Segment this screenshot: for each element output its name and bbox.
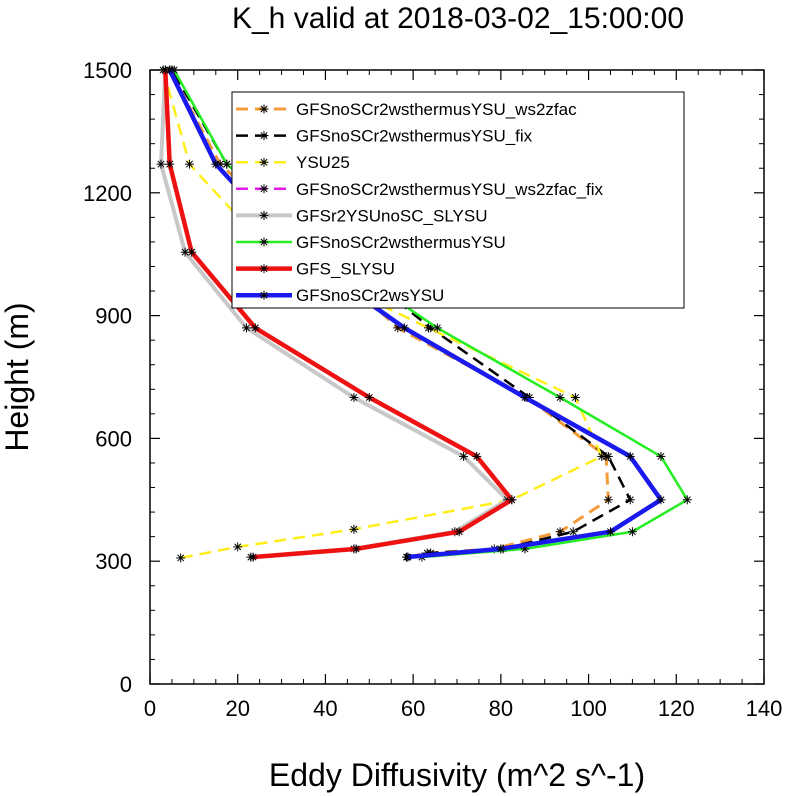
- y-tick-label: 300: [95, 549, 132, 574]
- data-point: [625, 451, 635, 461]
- x-tick-label: 100: [570, 696, 607, 721]
- data-point: [165, 159, 175, 169]
- data-point: [165, 65, 175, 75]
- data-point: [472, 451, 482, 461]
- legend-item: GFSnoSCr2wsYSU: [236, 286, 444, 305]
- data-point: [187, 247, 197, 257]
- legend-item: GFSnoSCr2wsthermusYSU_ws2zfac: [236, 100, 577, 119]
- x-tick-label: 0: [144, 696, 156, 721]
- data-point: [496, 544, 506, 554]
- y-tick-label: 1200: [83, 181, 132, 206]
- data-point: [627, 527, 637, 537]
- data-point: [250, 323, 260, 333]
- legend-label: GFSr2YSUnoSC_SLYSU: [296, 206, 487, 225]
- data-point: [241, 323, 251, 333]
- data-point: [454, 527, 464, 537]
- data-point: [507, 495, 517, 505]
- y-tick-label: 900: [95, 304, 132, 329]
- data-point: [222, 159, 232, 169]
- legend-label: GFSnoSCr2wsthermusYSU: [296, 233, 506, 252]
- data-point: [603, 495, 613, 505]
- legend-item: GFSnoSCr2wsthermusYSU_fix: [236, 127, 533, 146]
- data-point: [656, 451, 666, 461]
- data-point: [399, 323, 409, 333]
- data-point: [351, 544, 361, 554]
- legend-item: YSU25: [236, 153, 350, 172]
- data-point: [568, 527, 578, 537]
- legend-marker: [259, 157, 269, 167]
- data-point: [423, 323, 433, 333]
- data-point: [625, 495, 635, 505]
- legend-label: YSU25: [296, 153, 350, 172]
- legend-label: GFS_SLYSU: [296, 260, 395, 279]
- y-axis-label: Height (m): [0, 302, 35, 451]
- legend-item: GFSr2YSUnoSC_SLYSU: [236, 206, 487, 225]
- data-point: [459, 451, 469, 461]
- data-point: [184, 159, 194, 169]
- data-point: [597, 451, 607, 461]
- x-axis: 0 20 40 60 80 100 120 140: [144, 70, 782, 721]
- data-point: [520, 392, 530, 402]
- legend-label: GFSnoSCr2wsthermusYSU_fix: [296, 127, 533, 146]
- x-tick-label: 140: [746, 696, 783, 721]
- series-line: [161, 69, 603, 560]
- legend-marker: [259, 237, 269, 247]
- data-point: [682, 495, 692, 505]
- x-tick-label: 80: [489, 696, 513, 721]
- legend-marker: [259, 210, 269, 220]
- data-point: [364, 392, 374, 402]
- legend-item: GFSnoSCr2wsthermusYSU_ws2zfac_fix: [236, 180, 604, 199]
- legend: GFSnoSCr2wsthermusYSU_ws2zfac GFSnoSCr2ws…: [231, 91, 685, 309]
- x-tick-label: 40: [313, 696, 337, 721]
- y-axis: 0 300 600 900 1200 1500: [83, 58, 764, 697]
- series-line: [163, 69, 515, 560]
- data-point: [402, 552, 412, 562]
- y-tick-label: 0: [120, 672, 132, 697]
- data-point: [248, 552, 258, 562]
- data-point: [349, 524, 359, 534]
- legend-marker: [259, 184, 269, 194]
- y-tick-label: 600: [95, 426, 132, 451]
- legend-marker: [259, 104, 269, 114]
- x-tick-label: 60: [401, 696, 425, 721]
- data-point: [233, 542, 243, 552]
- data-point: [656, 495, 666, 505]
- data-point: [432, 323, 442, 333]
- legend-item: GFSnoSCr2wsthermusYSU: [236, 233, 506, 252]
- legend-label: GFSnoSCr2wsthermusYSU_ws2zfac: [296, 100, 577, 119]
- data-point: [176, 553, 186, 563]
- legend-item: GFS_SLYSU: [236, 260, 395, 279]
- data-point: [349, 392, 359, 402]
- legend-marker: [259, 290, 269, 300]
- data-point: [211, 159, 221, 169]
- series-line: [168, 69, 610, 559]
- legend-label: GFSnoSCr2wsYSU: [296, 286, 444, 305]
- chart-title: K_h valid at 2018-03-02_15:00:00: [232, 2, 684, 35]
- legend-box: [231, 91, 685, 309]
- legend-label: GFSnoSCr2wsthermusYSU_ws2zfac_fix: [296, 180, 604, 199]
- data-point: [555, 392, 565, 402]
- data-point: [156, 159, 166, 169]
- x-axis-label: Eddy Diffusivity (m^2 s^-1): [269, 757, 645, 793]
- legend-marker: [259, 264, 269, 274]
- x-tick-label: 20: [225, 696, 249, 721]
- data-point: [570, 392, 580, 402]
- legend-marker: [259, 131, 269, 141]
- y-tick-label: 1500: [83, 58, 132, 83]
- x-tick-label: 120: [658, 696, 695, 721]
- data-point: [606, 527, 615, 537]
